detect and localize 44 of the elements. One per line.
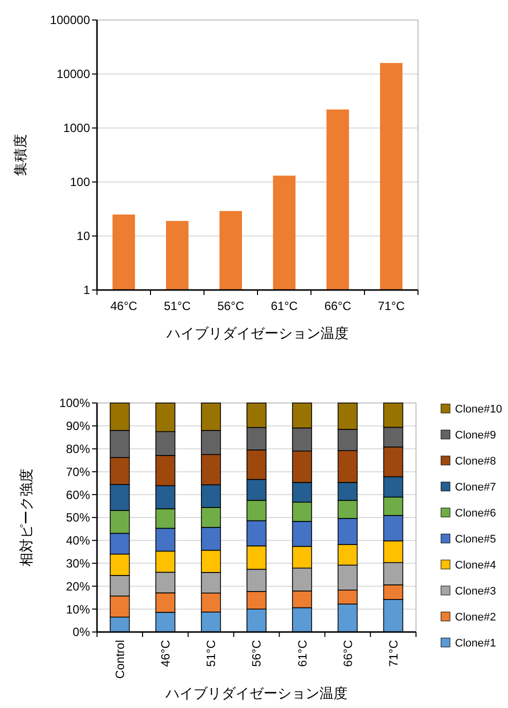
legend-label: Clone#10 [455, 403, 502, 416]
legend-label: Clone#9 [455, 429, 496, 442]
legend-label: Clone#6 [455, 507, 496, 520]
x-tick-label: 46°C [110, 299, 138, 313]
legend-label: Clone#1 [455, 637, 496, 650]
legend-label: Clone#5 [455, 533, 496, 546]
y-tick-label: 100000 [50, 13, 90, 28]
legend-label: Clone#2 [455, 611, 496, 624]
x-axis-title: ハイブリダイゼーション温度 [164, 685, 348, 701]
y-axis-title: 相対ピーク強度 [18, 468, 34, 566]
y-axis-title: 集積度 [12, 134, 28, 176]
y-tick-label: 10% [66, 602, 90, 616]
legend-label: Clone#4 [455, 559, 496, 572]
x-tick-label: 46°C [158, 640, 173, 667]
y-tick-label: 100 [70, 175, 90, 190]
y-tick-label: 50% [66, 510, 90, 525]
legend-label: Clone#3 [455, 585, 496, 598]
legend-label: Clone#8 [455, 455, 496, 468]
y-tick-label: 10000 [56, 67, 90, 82]
y-tick-label: 40% [66, 534, 90, 548]
y-tick-label: 30% [66, 556, 90, 570]
x-tick-label: 61°C [295, 640, 310, 667]
x-tick-label: 71°C [386, 640, 400, 667]
x-tick-label: Control [112, 640, 127, 679]
x-tick-label: 56°C [250, 640, 264, 667]
y-tick-label: 100% [59, 396, 90, 410]
x-tick-label: 56°C [217, 299, 244, 313]
y-tick-label: 0% [72, 625, 90, 640]
x-tick-label: 51°C [164, 299, 191, 313]
y-tick-label: 20% [66, 579, 90, 594]
x-tick-label: 61°C [270, 299, 298, 313]
legend-label: Clone#7 [455, 481, 496, 494]
y-tick-label: 1000 [63, 121, 90, 136]
x-tick-label: 66°C [340, 640, 355, 667]
y-tick-label: 60% [66, 488, 90, 502]
x-tick-label: 66°C [324, 299, 352, 313]
y-tick-label: 1 [83, 283, 90, 298]
x-tick-label: 51°C [204, 640, 218, 667]
x-axis-title: ハイブリダイゼーション温度 [166, 325, 348, 341]
x-tick-label: 71°C [378, 299, 405, 313]
y-tick-label: 90% [66, 419, 90, 434]
y-tick-label: 10 [76, 229, 90, 244]
y-tick-label: 70% [66, 464, 90, 479]
y-tick-label: 80% [66, 442, 90, 456]
